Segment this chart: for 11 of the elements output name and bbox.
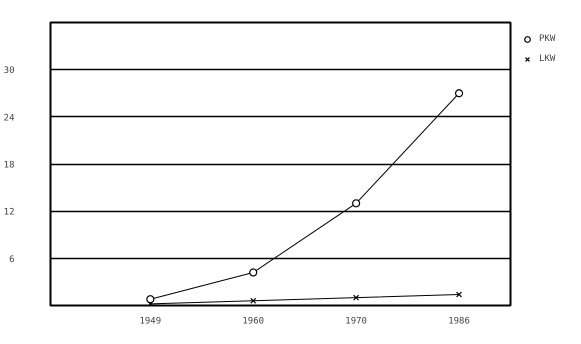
legend-label: LKW xyxy=(539,54,556,64)
x-tick-label: 1986 xyxy=(448,316,470,326)
y-tick-label: 24 xyxy=(4,113,15,124)
x-tick-label: 1970 xyxy=(345,316,367,326)
y-tick-label: 12 xyxy=(4,208,15,218)
y-tick-label: 18 xyxy=(4,160,15,170)
x-tick-label: 1949 xyxy=(139,316,162,326)
legend-label: PKW xyxy=(539,34,556,44)
y-tick-label: 6 xyxy=(9,254,15,265)
y-tick-label: 30 xyxy=(4,66,15,76)
x-tick-label: 1960 xyxy=(242,316,264,326)
